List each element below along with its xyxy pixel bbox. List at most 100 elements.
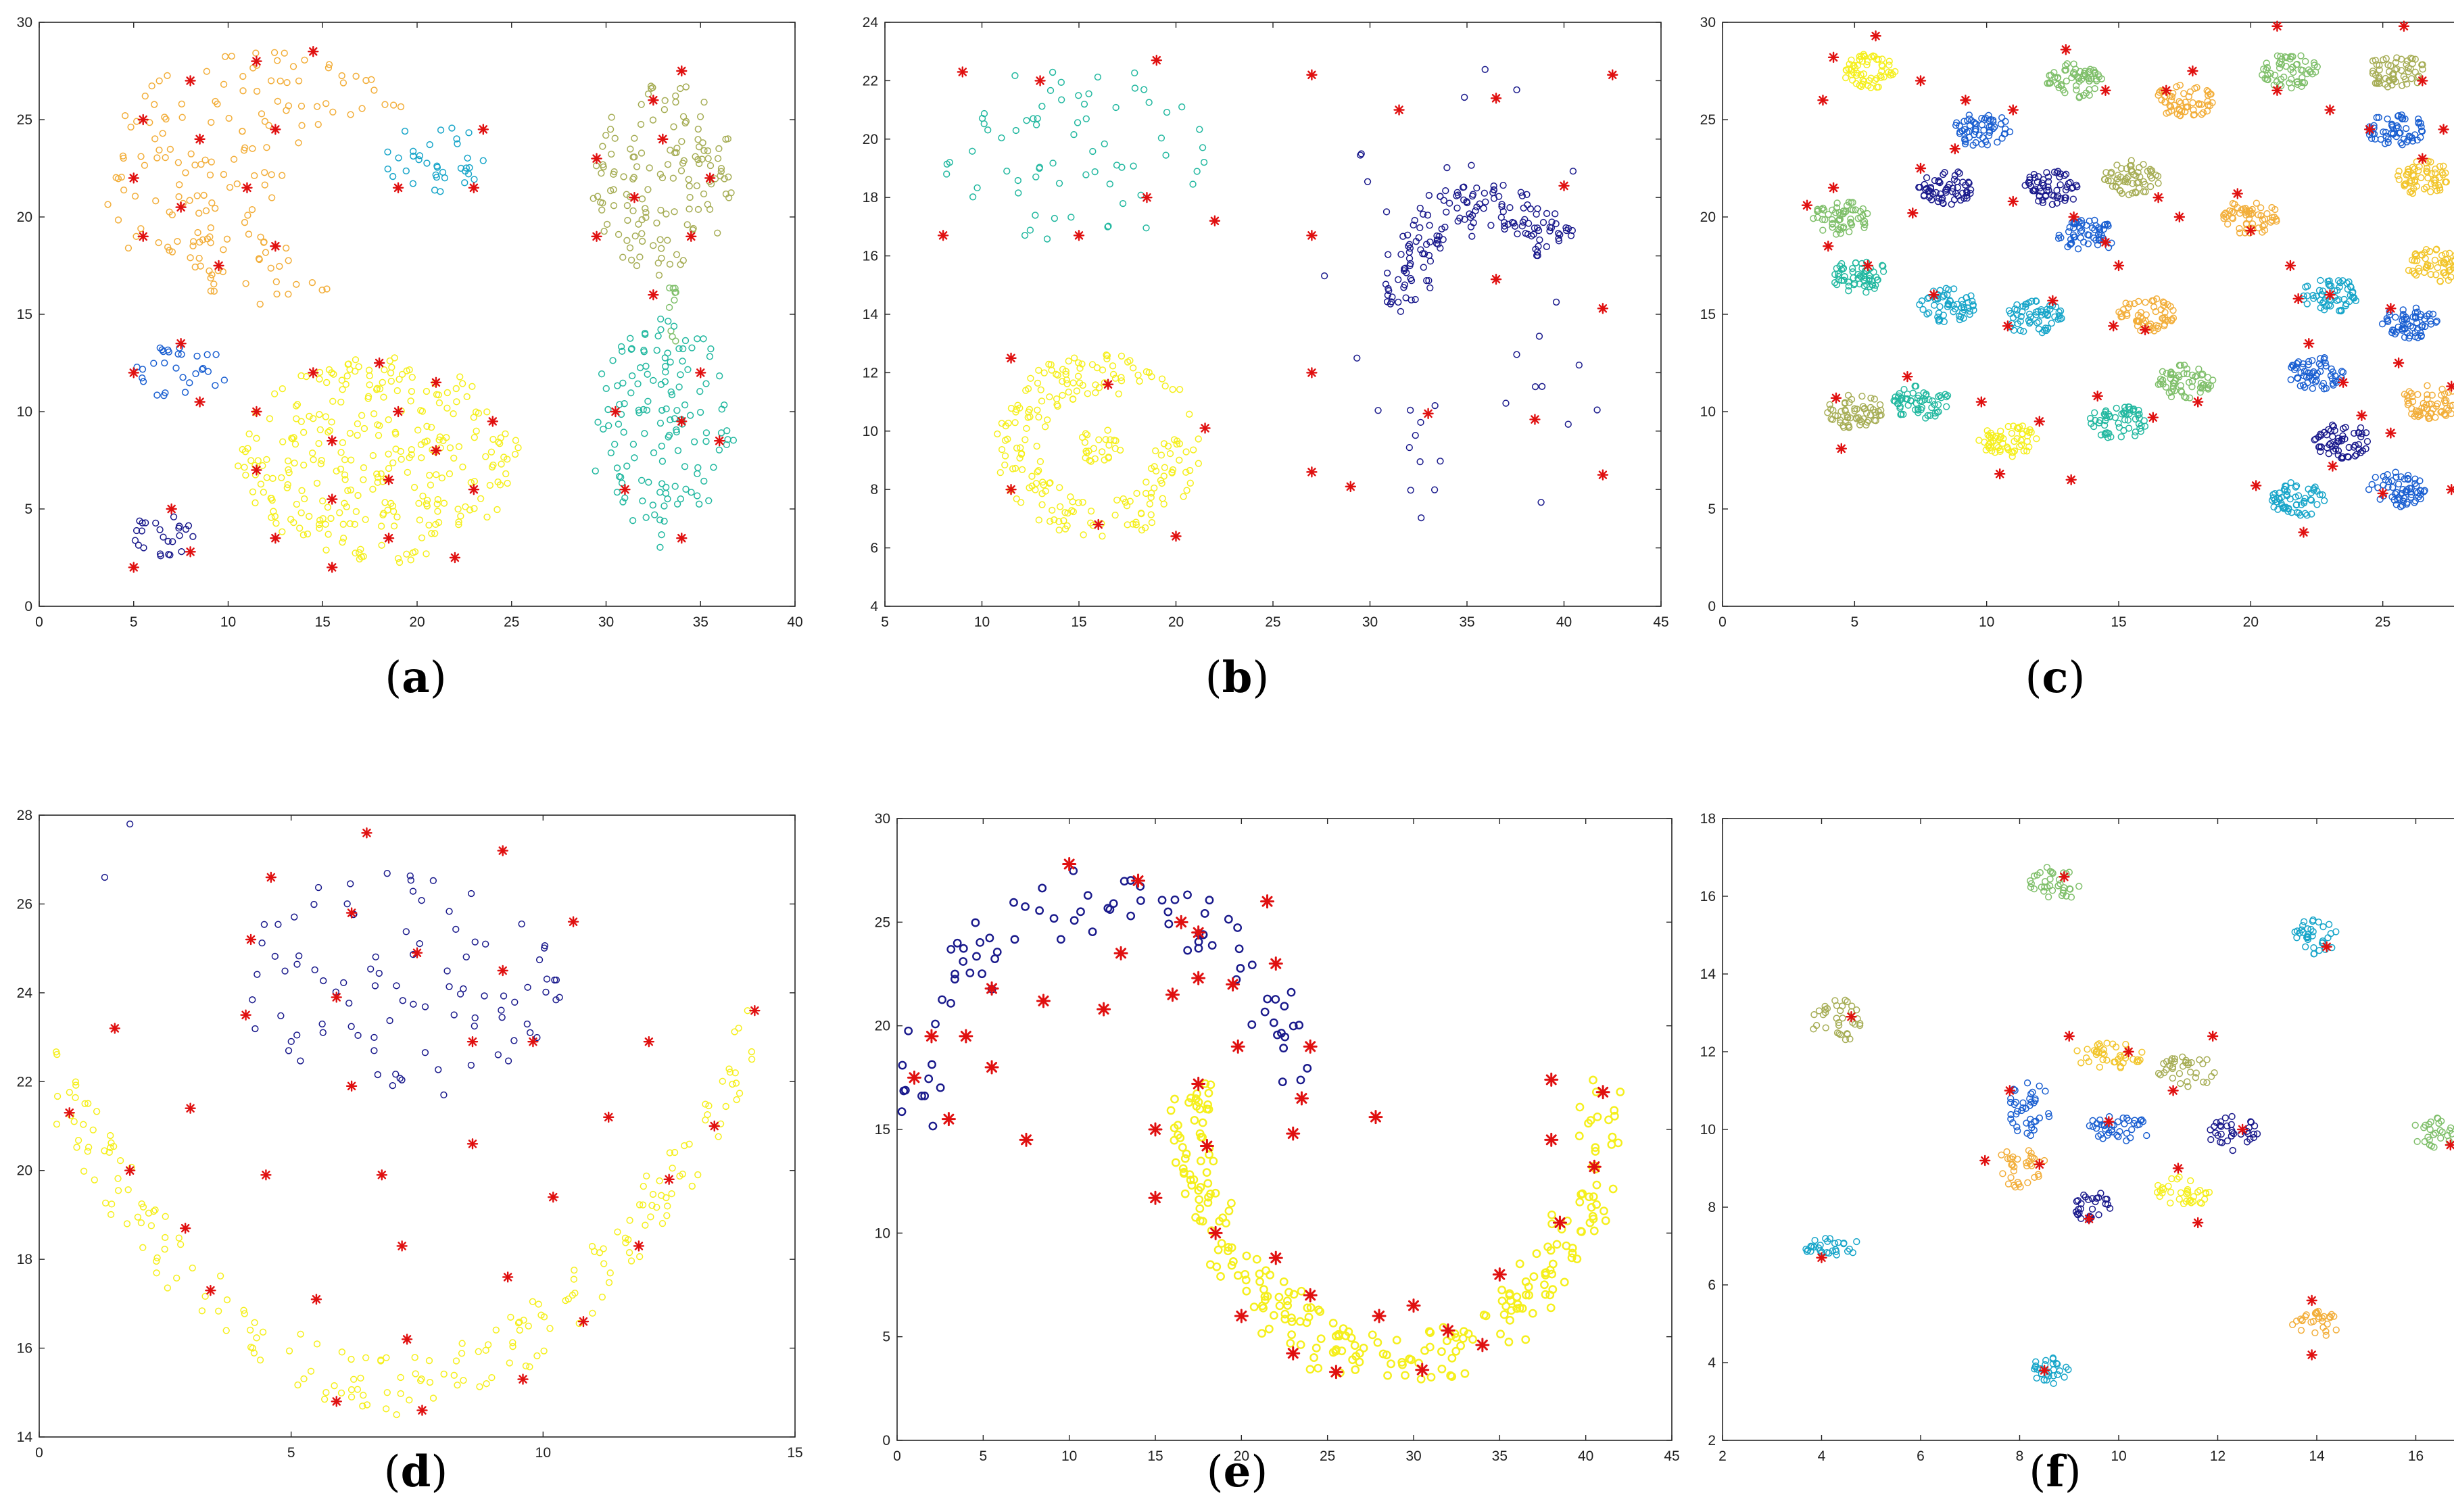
data-point	[139, 519, 146, 527]
data-point	[220, 170, 228, 178]
data-point	[2384, 83, 2392, 91]
data-point	[1610, 1111, 1619, 1121]
data-point	[1832, 1246, 1839, 1254]
data-point	[2013, 424, 2021, 432]
data-point	[455, 520, 462, 529]
data-point	[2406, 189, 2414, 196]
data-point	[1401, 264, 1409, 272]
data-point	[2407, 75, 2415, 82]
data-point	[2102, 169, 2110, 176]
data-point	[2372, 71, 2380, 79]
data-point	[399, 997, 406, 1004]
data-point	[524, 983, 531, 991]
data-point	[1541, 1268, 1551, 1277]
data-point	[1842, 399, 1849, 408]
data-point	[1589, 1226, 1599, 1236]
data-point	[1131, 84, 1139, 92]
data-point	[1269, 1311, 1278, 1320]
data-point	[951, 975, 959, 984]
data-point	[2019, 431, 2026, 438]
data-point	[1420, 250, 1428, 258]
center-marker	[517, 1373, 529, 1385]
data-point	[1117, 374, 1125, 381]
y-tick-label: 20	[17, 210, 32, 225]
data-point	[748, 1056, 756, 1063]
data-point	[1280, 1002, 1289, 1011]
data-point	[1479, 1311, 1489, 1319]
data-point	[2188, 378, 2196, 385]
data-point	[2067, 894, 2075, 901]
data-point	[1879, 262, 1887, 270]
data-point	[1567, 232, 1575, 239]
data-point	[1061, 509, 1069, 516]
data-point	[1934, 313, 1942, 321]
data-point	[1101, 140, 1108, 147]
data-point	[1044, 416, 1051, 424]
data-point	[732, 1079, 740, 1087]
data-point	[1152, 447, 1159, 455]
data-point	[310, 456, 317, 464]
data-point	[2351, 452, 2359, 460]
data-point	[2080, 70, 2088, 77]
center-marker	[957, 66, 969, 78]
data-point	[1938, 394, 1945, 401]
data-point	[2168, 1175, 2175, 1183]
center-marker	[2083, 1213, 2095, 1225]
data-point	[1468, 233, 1476, 240]
data-point	[1956, 130, 1964, 137]
data-point	[271, 952, 279, 960]
data-point	[1472, 207, 1479, 214]
data-point	[2048, 320, 2055, 327]
data-point	[244, 212, 251, 219]
data-point	[2328, 1311, 2336, 1318]
data-point	[394, 555, 402, 562]
data-point	[673, 429, 680, 436]
center-marker	[2298, 527, 2309, 538]
data-point	[969, 147, 976, 155]
data-point	[435, 399, 443, 407]
data-point	[1080, 100, 1088, 108]
data-point	[1275, 1301, 1284, 1311]
data-point	[898, 1060, 907, 1070]
data-point	[748, 1048, 756, 1056]
data-point	[178, 351, 185, 358]
data-point	[1233, 923, 1243, 932]
data-point	[2336, 283, 2343, 291]
data-point	[223, 1296, 231, 1304]
data-point	[1863, 61, 1871, 69]
data-point	[2322, 385, 2330, 392]
data-point	[598, 1293, 606, 1301]
center-marker	[1816, 1252, 1827, 1263]
data-point	[724, 135, 731, 143]
data-point	[2198, 111, 2205, 118]
data-point	[2205, 1188, 2213, 1196]
data-point	[2007, 1115, 2015, 1123]
data-point	[1443, 208, 1450, 216]
data-point	[1416, 224, 1424, 232]
data-point	[425, 1357, 433, 1365]
data-point	[2394, 496, 2402, 504]
center-marker	[2047, 295, 2059, 307]
data-point	[2180, 90, 2188, 97]
data-point	[272, 520, 280, 527]
data-point	[416, 516, 424, 524]
data-point	[613, 464, 621, 472]
data-point	[1033, 443, 1040, 450]
data-point	[328, 418, 335, 426]
data-point	[1392, 1336, 1401, 1345]
data-point	[692, 153, 699, 160]
data-point	[592, 467, 599, 474]
data-point	[658, 531, 665, 539]
data-point	[1180, 1189, 1190, 1198]
data-point	[2035, 173, 2042, 180]
data-point	[2393, 54, 2401, 62]
data-point	[1170, 1136, 1179, 1145]
center-marker	[941, 1112, 956, 1127]
data-point	[2337, 307, 2344, 315]
data-point	[2408, 405, 2415, 412]
data-point	[2186, 1198, 2194, 1205]
data-point	[2102, 414, 2111, 422]
data-point	[2040, 1376, 2048, 1384]
data-point	[2115, 424, 2123, 431]
series-outliers	[101, 820, 134, 881]
